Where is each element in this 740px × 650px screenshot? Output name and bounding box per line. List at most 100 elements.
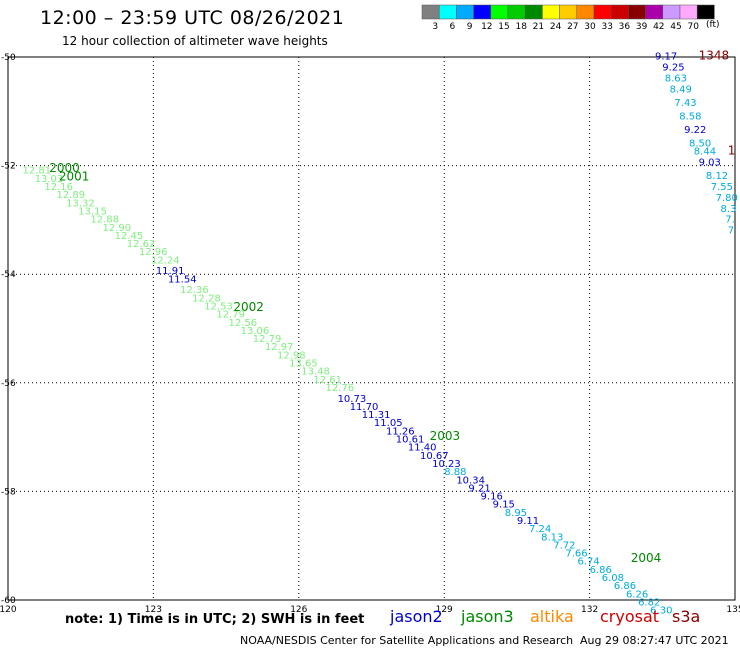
wave-height-value: 9.16 [481, 492, 503, 503]
wave-height-value: 12.89 [56, 190, 85, 201]
wave-height-value: 12.79 [253, 334, 282, 345]
pass-time-label: 2001 [59, 169, 90, 183]
page-title: 12:00 – 23:59 UTC 08/26/2021 [40, 7, 345, 29]
wave-height-value: 10.61 [396, 435, 425, 446]
map-frame [7, 56, 736, 601]
wave-height-value: 13.06 [241, 326, 270, 337]
wave-height-value: 9.21 [468, 483, 490, 494]
wave-height-value: 12.96 [139, 247, 168, 258]
lat-tick-label: -54 [1, 270, 16, 280]
pass-time-label: 1 [728, 144, 736, 158]
lat-tick-label: -60 [1, 596, 16, 606]
wave-height-legend: 3 6 9 12 15 18 21 24 27 30 33 36 39 42 45 70 [421, 4, 715, 32]
legend-label: 30 [584, 22, 596, 32]
wave-height-value: 11.26 [386, 426, 415, 437]
legend-label: 3 [432, 22, 438, 32]
page-subtitle: 12 hour collection of altimeter wave hei… [62, 34, 328, 48]
wave-height-value: 11.91 [156, 266, 185, 277]
wave-height-value: 9.03 [699, 158, 721, 169]
wave-height-value: 7 [728, 225, 734, 236]
wave-height-value: 12.45 [115, 231, 144, 242]
wave-height-value: 12.81 [23, 166, 52, 177]
wave-height-value: 8.58 [679, 111, 701, 122]
legend-label: 24 [550, 22, 562, 32]
pass-time-label: 2004 [631, 551, 662, 565]
wave-height-value: 11.05 [374, 418, 403, 429]
wave-height-value: 12.16 [44, 182, 73, 193]
wave-height-map: 120 123 126 129 132 135 -50 -52 -54 -56 -58 -60 12.8… [0, 49, 740, 617]
lon-tick-label: 123 [145, 605, 162, 615]
wave-height-value: 7.66 [565, 549, 587, 560]
footnote: note: 1) Time is in UTC; 2) SWH is in fe… [65, 612, 365, 627]
wave-height-value: 7.80 [716, 193, 738, 204]
wave-height-value: 11.40 [408, 443, 437, 454]
lon-tick-label: 135 [726, 605, 740, 615]
satellite-cryosat: cryosat [600, 607, 660, 626]
lon-tick-label: 132 [581, 605, 598, 615]
wave-height-value: 12.79 [216, 310, 245, 321]
wave-height-value: 8.63 [665, 73, 687, 84]
wave-height-value: 6.74 [577, 557, 599, 568]
wave-height-value: 9.11 [517, 516, 539, 527]
legend-label: 12 [481, 22, 492, 32]
wave-height-value: 6.08 [602, 573, 624, 584]
wave-height-value: 8.3 [720, 204, 736, 215]
legend-label: 15 [498, 22, 509, 32]
wave-height-value: 12.61 [313, 375, 342, 386]
wave-height-value: 6.30 [650, 606, 672, 617]
legend-label: 18 [515, 22, 527, 32]
wave-height-value: 12.24 [151, 255, 180, 266]
lat-tick-label: -58 [1, 487, 16, 497]
legend-swatch [696, 4, 715, 20]
wave-height-value: 11.70 [350, 402, 379, 413]
wave-height-value: 12.62 [127, 239, 156, 250]
satellite-s3a: s3a [672, 607, 701, 626]
wave-height-value: 13.03 [35, 174, 64, 185]
timestamp-text: Aug 29 08:27:47 UTC 2021 [580, 634, 729, 647]
wave-height-value: 9.25 [662, 63, 684, 74]
satellite-jason3: jason3 [461, 607, 514, 626]
legend-label: 27 [567, 22, 578, 32]
legend-label: 6 [450, 22, 456, 32]
wave-height-value: 11.31 [362, 410, 391, 421]
pass-time-label: 2000 [49, 161, 80, 175]
pass-time-label: 2002 [233, 300, 264, 314]
legend-label: 21 [533, 22, 544, 32]
wave-height-value: 13.65 [289, 359, 318, 370]
wave-height-value: 7.24 [529, 524, 551, 535]
lat-tick-label: -50 [1, 53, 16, 63]
wave-height-value: 12.28 [192, 293, 221, 304]
legend-label: 39 [636, 22, 648, 32]
wave-height-value: 8.49 [670, 84, 692, 95]
wave-height-value: 8.95 [505, 508, 527, 519]
wave-height-value: 12.90 [103, 223, 132, 234]
legend-label: 36 [619, 22, 631, 32]
wave-height-value: 10.23 [432, 459, 461, 470]
wave-height-value: 13.15 [78, 206, 107, 217]
wave-height-value: 6.86 [590, 565, 612, 576]
legend-label: 9 [467, 22, 473, 32]
wave-height-value: 9.17 [655, 52, 677, 63]
legend-units: (ft) [706, 20, 720, 30]
lat-tick-label: -52 [1, 162, 16, 172]
wave-height-value: 9.15 [493, 500, 515, 511]
lon-tick-label: 120 [0, 605, 17, 615]
wave-height-value: 6.82 [638, 597, 660, 608]
wave-height-value: 7.43 [674, 98, 696, 109]
wave-height-value: 7.55 [711, 182, 733, 193]
wave-height-value: 12.56 [229, 318, 258, 329]
wave-height-value: 8.12 [706, 171, 728, 182]
satellite-jason2: jason2 [390, 607, 443, 626]
wave-height-value: 7.72 [553, 540, 575, 551]
legend-label: 70 [687, 22, 699, 32]
pass-time-label: 1348 [699, 49, 730, 63]
wave-height-value: 12.53 [204, 301, 233, 312]
wave-height-value: 6.26 [626, 589, 648, 600]
wave-height-value: 8.44 [694, 147, 716, 158]
wave-height-value: 12.88 [90, 215, 119, 226]
legend-label: 33 [601, 22, 612, 32]
wave-height-value: 12.98 [277, 350, 306, 361]
wave-height-value: 12.76 [325, 383, 354, 394]
wave-height-value: 8.88 [444, 467, 466, 478]
lon-tick-label: 126 [290, 605, 307, 615]
